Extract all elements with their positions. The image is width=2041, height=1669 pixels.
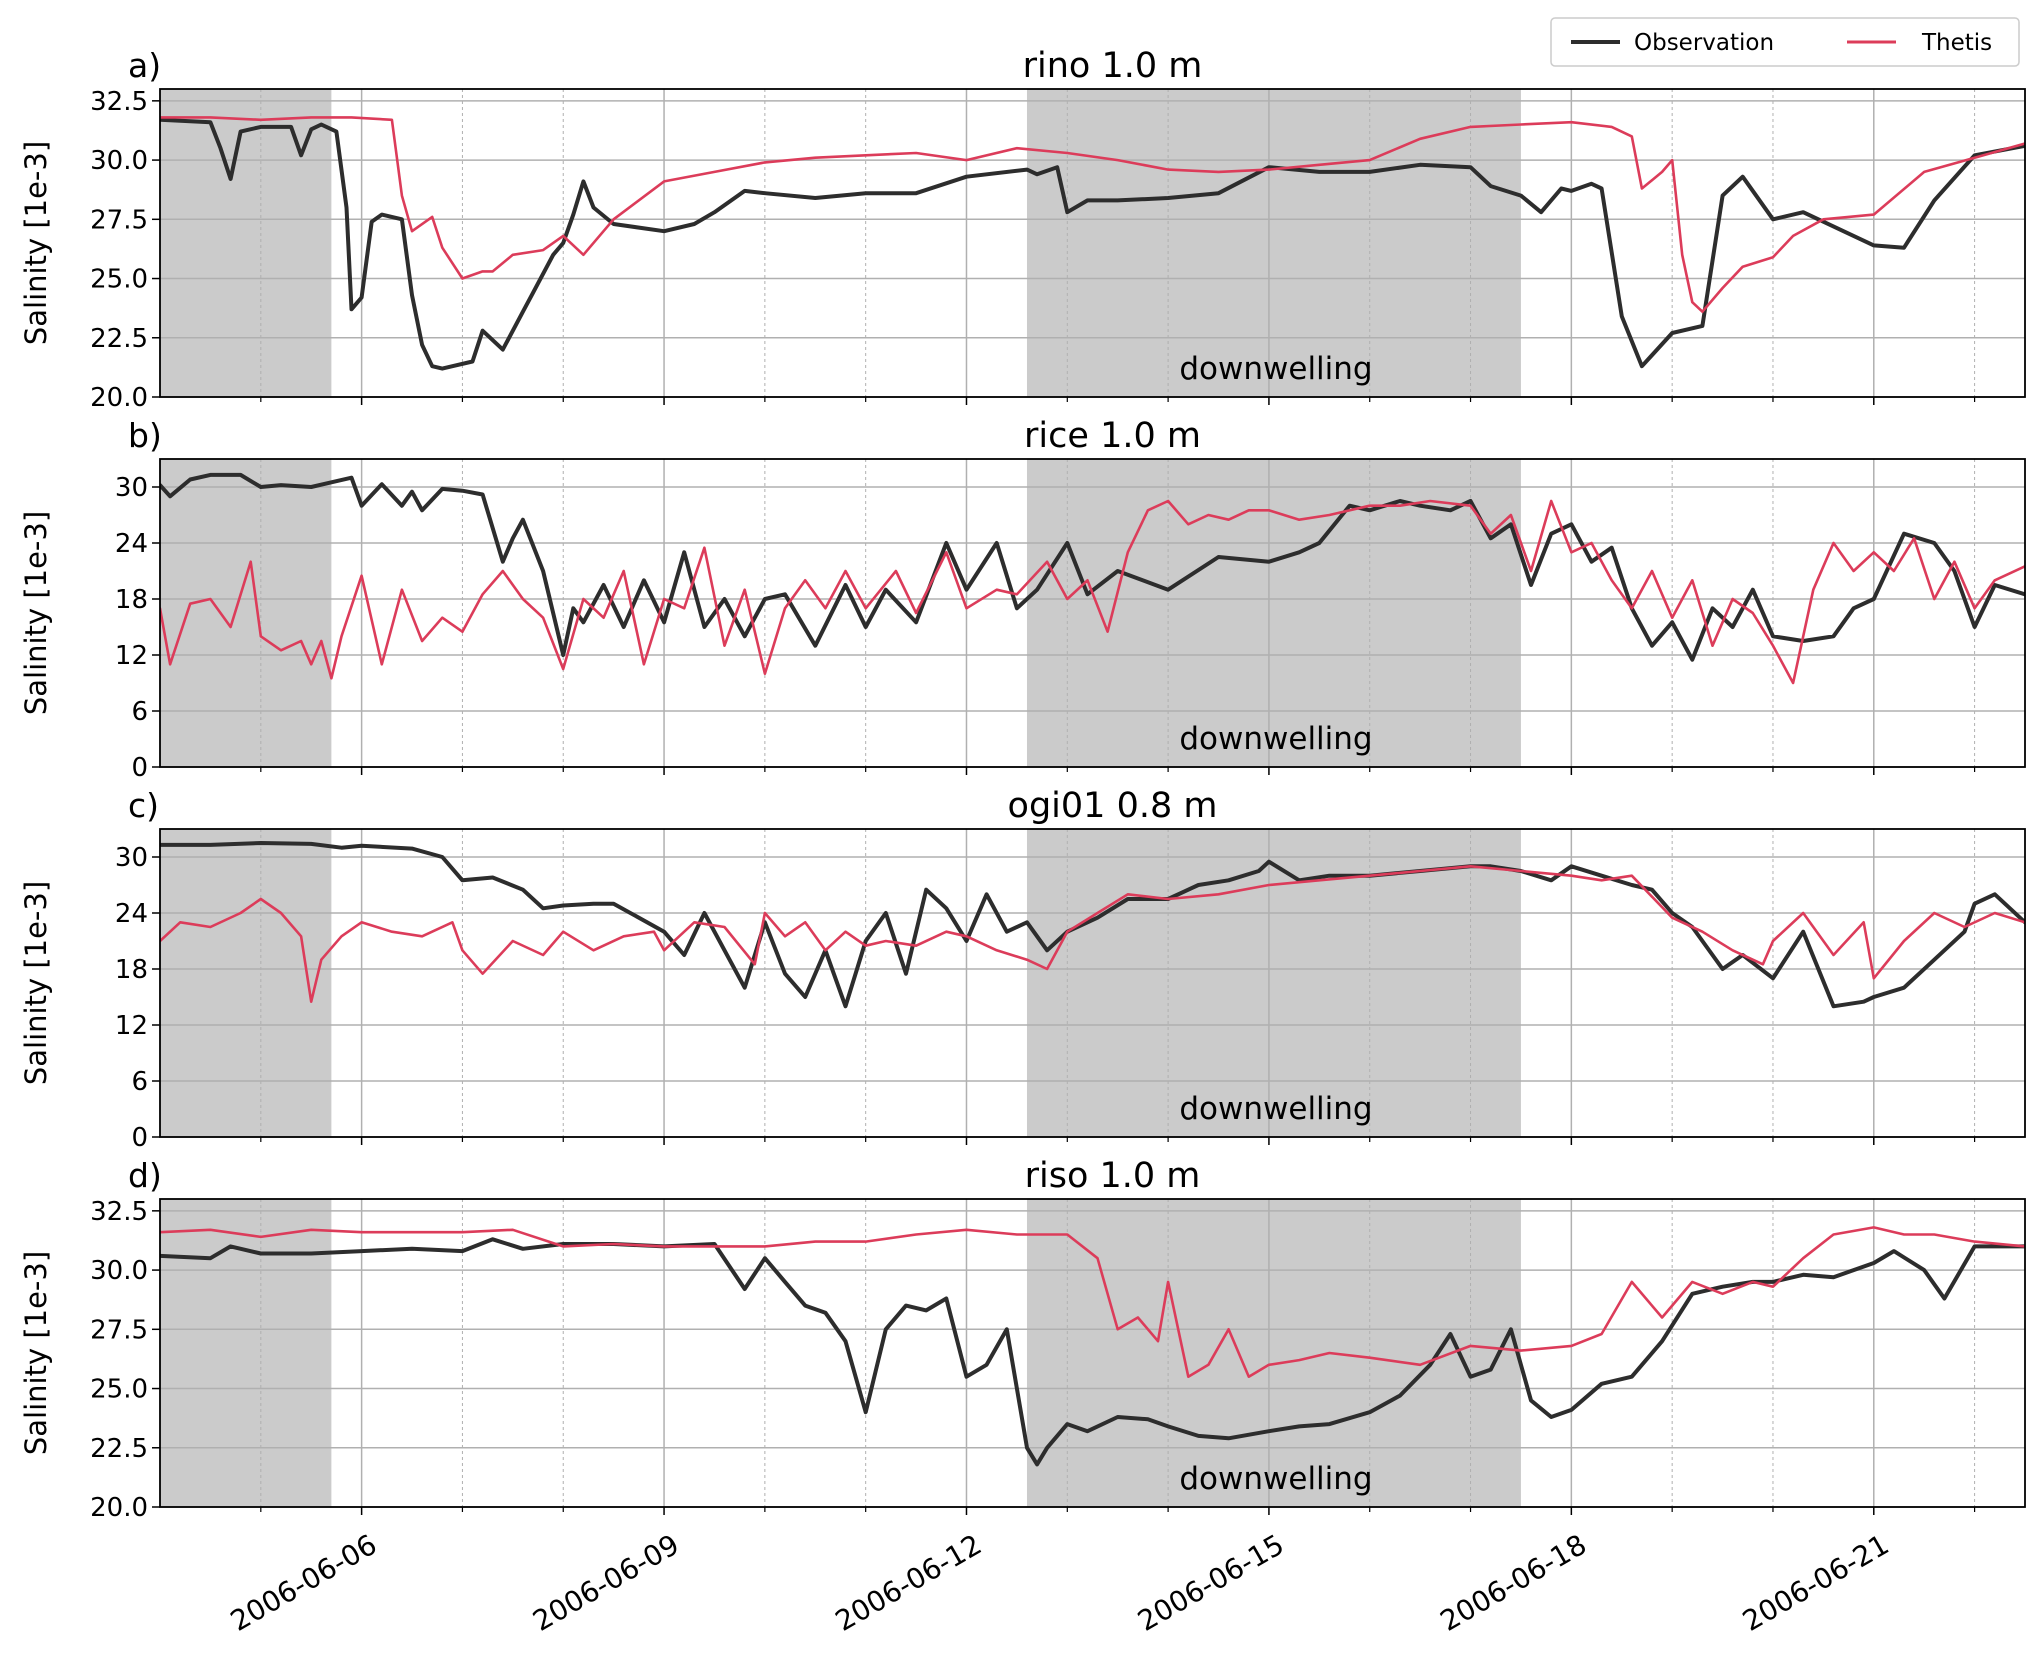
x-tick-label: 2006-06-15 [1132, 1528, 1289, 1638]
axes-frame [159, 88, 2026, 398]
panel-0: 20.0 22.5 25.0 27.5 30.0 32.5a) rino 1.0 m Sali… [19, 46, 2026, 413]
downwelling-annotation: downwelling [1179, 1461, 1372, 1497]
axes-frame [159, 458, 2026, 768]
panel-3: 20.0 22.5 25.0 27.5 30.0 32.5d) riso 1.0 m Sali… [19, 1156, 2026, 1523]
axes-frame [159, 1198, 2026, 1508]
y-tick-label: 18 [115, 955, 148, 985]
y-tick-label: 12 [115, 1011, 148, 1041]
y-tick-label: 30 [115, 843, 148, 873]
shade-region [160, 459, 332, 767]
legend: Observation Thetis [1550, 17, 2020, 67]
panels-group: 20.022.525.027.530.032.5a) rino 1.0 mSali… [19, 46, 2026, 1523]
panel-label: a) [128, 46, 161, 85]
y-tick-label: 0 [131, 1123, 148, 1153]
panel-2: 0 6 12 18 24 30 c) ogi01 0.8 m Salinity [1e-3] do… [19, 786, 2026, 1153]
series-observation-line [160, 117, 2025, 371]
y-tick-label: 24 [115, 529, 148, 559]
y-tick-label: 6 [131, 697, 148, 727]
downwelling-annotation: downwelling [1179, 721, 1372, 757]
legend-frame [1550, 17, 2020, 67]
y-tick-label: 25.0 [90, 1375, 148, 1405]
panel-label: c) [128, 786, 159, 825]
y-tick-label: 6 [131, 1067, 148, 1097]
downwelling-annotation: downwelling [1179, 1091, 1372, 1127]
panel-1: 0 6 12 18 24 30 b) rice 1.0 m Salinity [1e-3] dow… [19, 416, 2026, 783]
panel-title: ogi01 0.8 m [1008, 786, 1218, 826]
x-tick-label: 2006-06-12 [830, 1528, 987, 1638]
y-tick-label: 30.0 [90, 146, 148, 176]
panel-title: rice 1.0 m [1024, 416, 1201, 456]
y-tick-label: 25.0 [90, 265, 148, 295]
shade-region [1026, 89, 1521, 397]
shade-region [1026, 829, 1521, 1137]
y-tick-label: 27.5 [90, 205, 148, 235]
series-thetis-line [160, 1226, 2025, 1378]
y-tick-label: 20.0 [90, 1493, 148, 1523]
x-tick-label: 2006-06-21 [1737, 1528, 1894, 1638]
y-axis-label: Salinity [1e-3] [19, 881, 53, 1085]
y-axis-label: Salinity [1e-3] [19, 511, 53, 715]
y-tick-label: 12 [115, 641, 148, 671]
y-axis-label: Salinity [1e-3] [19, 141, 53, 345]
shade-region [160, 829, 332, 1137]
panel-title: rino 1.0 m [1023, 46, 1203, 86]
panel-label: d) [128, 1156, 162, 1195]
y-tick-label: 24 [115, 899, 148, 929]
downwelling-annotation: downwelling [1179, 351, 1372, 387]
shade-region [160, 1199, 332, 1507]
series-observation-line [160, 472, 2025, 662]
y-tick-label: 32.5 [90, 1197, 148, 1227]
legend-label-observation: Observation [1634, 30, 1774, 56]
y-tick-label: 32.5 [90, 87, 148, 117]
series-observation-line [160, 841, 2025, 1009]
y-tick-label: 30 [115, 473, 148, 503]
x-tick-label: 2006-06-06 [225, 1528, 382, 1638]
axes-frame [159, 828, 2026, 1138]
legend-label-thetis: Thetis [1921, 30, 1992, 56]
x-tick-labels: 2006-06-06 2006-06-09 2006-06-12 2006-06-15… [225, 1528, 1895, 1638]
series-thetis-line [160, 116, 2025, 314]
shade-region [160, 89, 332, 397]
series-thetis-line [160, 499, 2025, 685]
y-tick-label: 0 [131, 753, 148, 783]
series-thetis-line [160, 864, 2025, 1004]
y-tick-label: 22.5 [90, 324, 148, 354]
y-tick-label: 18 [115, 585, 148, 615]
x-tick-label: 2006-06-09 [527, 1528, 684, 1638]
x-tick-label: 2006-06-18 [1435, 1528, 1592, 1638]
y-tick-label: 22.5 [90, 1434, 148, 1464]
y-tick-label: 20.0 [90, 383, 148, 413]
y-axis-label: Salinity [1e-3] [19, 1251, 53, 1455]
y-tick-label: 30.0 [90, 1256, 148, 1286]
panel-label: b) [128, 416, 162, 455]
y-tick-label: 27.5 [90, 1315, 148, 1345]
panel-title: riso 1.0 m [1025, 1156, 1201, 1196]
